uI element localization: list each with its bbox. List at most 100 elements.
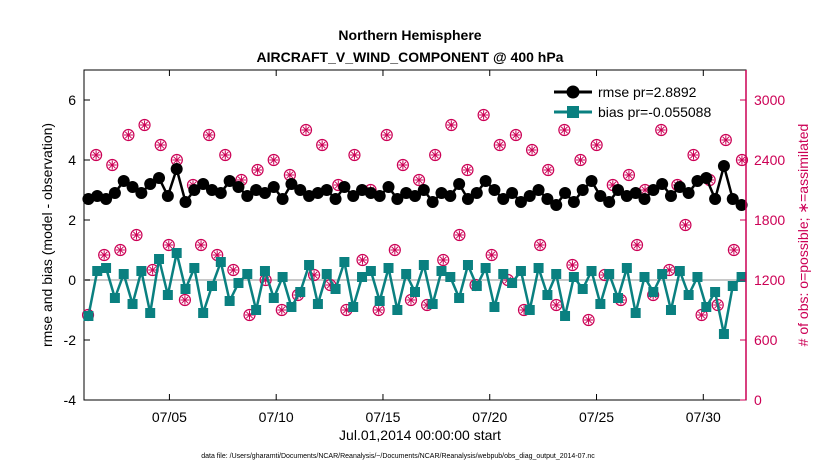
rmse-point-9 <box>161 190 174 202</box>
obs-possible-point-75 <box>687 148 700 162</box>
bias-point-49 <box>515 266 526 276</box>
obs-possible-point-41 <box>412 173 426 187</box>
obs-assimilated-point-56 <box>535 240 545 250</box>
y-left-tick-label-5: 6 <box>68 92 76 108</box>
bias-point-31 <box>357 272 368 282</box>
obs-assimilated-point-25 <box>285 170 295 180</box>
rmse-point-50 <box>523 190 536 202</box>
bias-point-60 <box>613 293 624 303</box>
bias-point-5 <box>127 299 138 309</box>
obs-assimilated-point-60 <box>567 260 577 270</box>
bias-point-9 <box>162 290 173 300</box>
legend-rmse-marker <box>566 85 580 99</box>
bias-point-36 <box>401 269 412 279</box>
obs-possible-point-68 <box>630 238 644 252</box>
obs-assimilated-point-71 <box>656 125 666 135</box>
rmse-point-18 <box>241 190 254 202</box>
y-left-tick-label-3: 2 <box>68 212 76 228</box>
legend-rmse-label: rmse pr=2.8892 <box>598 84 697 100</box>
obs-assimilated-point-45 <box>446 120 456 130</box>
obs-possible-point-27 <box>299 123 313 137</box>
bias-point-74 <box>736 272 747 282</box>
obs-possible-point-28 <box>307 268 321 282</box>
rmse-point-16 <box>223 175 236 187</box>
bias-point-54 <box>560 311 571 321</box>
obs-assimilated-point-21 <box>253 165 263 175</box>
bias-point-35 <box>392 305 403 315</box>
obs-possible-point-29 <box>316 138 329 152</box>
obs-assimilated-point-24 <box>277 305 287 315</box>
rmse-point-37 <box>409 190 421 202</box>
rmse-point-7 <box>144 178 157 190</box>
bias-point-71 <box>710 287 721 297</box>
bias-point-66 <box>665 305 676 315</box>
bias-point-47 <box>498 269 509 279</box>
obs-possible-point-53 <box>509 128 523 142</box>
rmse-point-2 <box>100 193 113 205</box>
obs-possible-point-4 <box>114 243 127 257</box>
obs-possible-point-38 <box>388 243 401 257</box>
rmse-point-10 <box>170 163 183 175</box>
rmse-point-8 <box>153 172 166 184</box>
obs-assimilated-point-11 <box>172 155 182 165</box>
obs-possible-point-18 <box>227 263 240 277</box>
bias-point-30 <box>348 302 359 312</box>
rmse-point-27 <box>320 184 333 196</box>
obs-possible-point-49 <box>477 108 490 122</box>
obs-assimilated-point-63 <box>592 140 602 150</box>
obs-possible-point-43 <box>429 148 442 162</box>
obs-assimilated-point-51 <box>495 140 505 150</box>
obs-assimilated-point-74 <box>680 220 690 230</box>
obs-possible-point-59 <box>558 123 571 137</box>
bias-point-38 <box>418 260 429 270</box>
obs-assimilated-point-34 <box>358 255 368 265</box>
obs-possible-point-12 <box>178 293 192 307</box>
bias-point-2 <box>101 263 112 273</box>
bias-point-59 <box>604 269 615 279</box>
obs-assimilated-point-76 <box>697 310 707 320</box>
bias-point-50 <box>524 305 535 315</box>
rmse-point-12 <box>188 184 201 196</box>
bias-point-73 <box>727 281 738 291</box>
obs-possible-point-10 <box>162 238 175 252</box>
bias-point-69 <box>692 272 703 282</box>
bias-point-15 <box>215 257 226 267</box>
bias-point-12 <box>189 263 200 273</box>
rmse-point-43 <box>461 193 474 205</box>
rmse-point-22 <box>276 193 289 205</box>
obs-assimilated-point-79 <box>721 135 731 145</box>
obs-assimilated-point-33 <box>349 150 359 160</box>
bias-point-34 <box>383 263 394 273</box>
obs-assimilated-point-7 <box>140 120 150 130</box>
bias-point-10 <box>171 248 182 258</box>
obs-assimilated-point-38 <box>390 245 400 255</box>
bias-series <box>83 248 747 339</box>
obs-possible-point-39 <box>396 158 409 172</box>
rmse-point-6 <box>135 187 148 199</box>
obs-possible-point-1 <box>90 148 103 162</box>
rmse-point-20 <box>258 187 271 199</box>
rmse-point-48 <box>506 187 519 199</box>
obs-assimilated-point-41 <box>414 175 424 185</box>
bias-point-41 <box>445 272 456 282</box>
bias-point-13 <box>198 308 209 318</box>
bias-point-16 <box>224 296 235 306</box>
bias-point-8 <box>154 254 165 264</box>
obs-possible-point-67 <box>622 168 636 182</box>
rmse-point-51 <box>532 184 545 196</box>
bias-point-26 <box>312 299 323 309</box>
obs-assimilated-point-53 <box>511 130 521 140</box>
bias-point-14 <box>206 281 217 291</box>
y-right-tick-label-5: 3000 <box>754 92 785 108</box>
bias-point-4 <box>118 269 129 279</box>
rmse-point-56 <box>576 184 589 196</box>
y-right-tick-label-0: 0 <box>754 392 762 408</box>
y-left-tick-label-4: 4 <box>68 152 76 168</box>
obs-assimilated-point-39 <box>398 160 408 170</box>
obs-possible-point-2 <box>98 248 111 262</box>
obs-assimilated-point-68 <box>632 240 642 250</box>
obs-possible-point-3 <box>106 158 119 172</box>
x-axis: 07/05 07/10 07/15 07/20 07/25 07/30 <box>152 70 721 425</box>
rmse-point-52 <box>541 193 554 205</box>
bias-point-32 <box>365 266 376 276</box>
